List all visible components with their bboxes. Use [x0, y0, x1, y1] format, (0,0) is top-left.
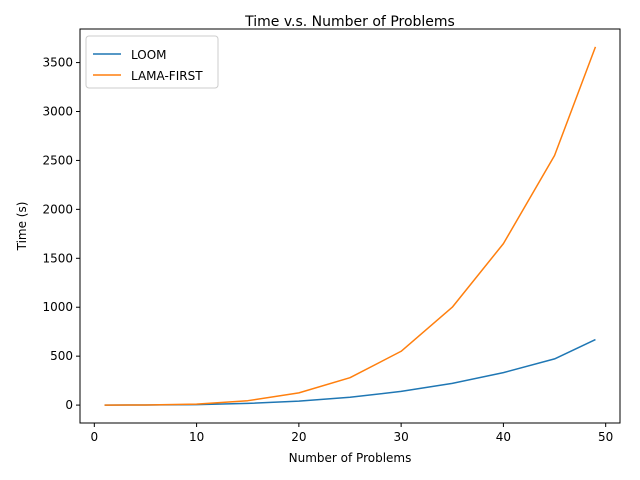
legend-label-lama-first: LAMA-FIRST [131, 69, 203, 83]
chart-title: Time v.s. Number of Problems [244, 14, 455, 30]
y-tick-label: 2500 [42, 153, 73, 167]
y-tick-label: 2000 [42, 202, 73, 216]
x-tick-label: 30 [393, 430, 408, 444]
y-axis-ticks: 0 500 1000 1500 2000 2500 3000 3500 [42, 56, 80, 412]
x-tick-label: 50 [598, 430, 613, 444]
y-tick-label: 1000 [42, 300, 73, 314]
y-tick-label: 500 [50, 349, 73, 363]
x-tick-label: 20 [291, 430, 306, 444]
x-tick-label: 40 [496, 430, 511, 444]
x-tick-label: 0 [90, 430, 98, 444]
series-line-lama-first [104, 46, 597, 406]
plot-area [79, 28, 621, 424]
x-tick-label: 10 [189, 430, 204, 444]
y-tick-label: 0 [65, 398, 73, 412]
y-tick-label: 3500 [42, 56, 73, 70]
y-tick-label: 1500 [42, 251, 73, 265]
x-axis-label: Number of Problems [289, 451, 412, 465]
axes-frame [79, 28, 621, 424]
y-axis-label: Time (s) [15, 202, 29, 252]
y-tick-label: 3000 [42, 104, 73, 118]
series-layer [104, 46, 597, 406]
legend: LOOM LAMA-FIRST [85, 35, 219, 89]
x-axis-ticks: 0 10 20 30 40 50 [90, 423, 613, 444]
legend-label-loom: LOOM [131, 48, 167, 62]
